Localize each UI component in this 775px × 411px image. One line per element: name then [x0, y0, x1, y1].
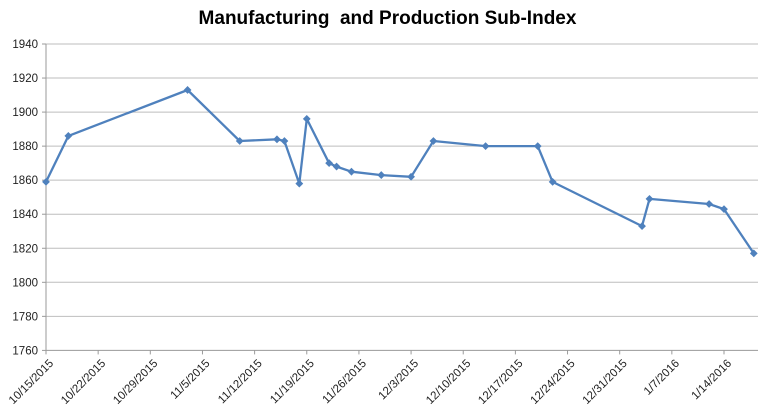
- x-tick-label: 12/3/2015: [377, 358, 422, 403]
- y-tick-label: 1760: [12, 345, 38, 357]
- data-point-marker: [720, 205, 728, 214]
- data-point-marker: [295, 179, 304, 188]
- data-point-marker: [347, 167, 356, 176]
- x-tick-label: 12/10/2015: [424, 358, 473, 407]
- data-point-marker: [235, 137, 244, 145]
- data-point-marker: [183, 86, 192, 94]
- y-tick-label: 1820: [12, 243, 38, 255]
- x-tick-label: 10/22/2015: [59, 358, 108, 407]
- data-point-marker: [407, 172, 415, 181]
- y-tick-label: 1940: [12, 39, 38, 51]
- x-tick-label: 1/14/2016: [689, 358, 734, 403]
- x-tick-label: 11/19/2015: [268, 358, 317, 407]
- data-point-marker: [645, 195, 654, 203]
- x-tick-label: 11/12/2015: [216, 358, 265, 407]
- y-tick-label: 1920: [12, 73, 38, 85]
- data-point-marker: [273, 135, 281, 144]
- data-point-marker: [429, 137, 438, 145]
- data-point-marker: [280, 137, 289, 145]
- data-point-marker: [332, 162, 341, 171]
- x-tick-label: 12/24/2015: [528, 358, 577, 407]
- y-tick-label: 1800: [12, 277, 38, 289]
- data-point-marker: [533, 142, 542, 151]
- data-point-marker: [481, 142, 490, 151]
- x-tick-label: 11/5/2015: [169, 358, 213, 402]
- data-point-marker: [638, 222, 646, 231]
- data-point-marker: [325, 159, 334, 168]
- data-point-marker: [42, 177, 50, 186]
- x-tick-label: 12/31/2015: [581, 358, 630, 407]
- data-point-marker: [64, 132, 73, 140]
- x-tick-label: 12/17/2015: [476, 358, 525, 407]
- data-point-marker: [705, 200, 713, 208]
- series-line: [44, 88, 755, 255]
- data-point-marker: [377, 171, 386, 179]
- data-point-marker: [302, 114, 311, 123]
- y-tick-label: 1840: [12, 209, 38, 221]
- y-tick-label: 1880: [12, 141, 38, 153]
- x-tick-label: 1/7/2016: [642, 358, 682, 398]
- x-tick-label: 11/26/2015: [320, 358, 369, 407]
- y-tick-label: 1900: [12, 107, 38, 119]
- y-tick-label: 1780: [12, 311, 38, 323]
- x-tick-label: 10/29/2015: [111, 358, 160, 407]
- y-tick-label: 1860: [12, 175, 38, 187]
- x-tick-label: 10/15/2015: [7, 358, 56, 407]
- chart-title: Manufacturing and Production Sub-Index: [198, 8, 577, 29]
- data-point-marker: [548, 177, 557, 186]
- data-point-marker: [749, 249, 758, 258]
